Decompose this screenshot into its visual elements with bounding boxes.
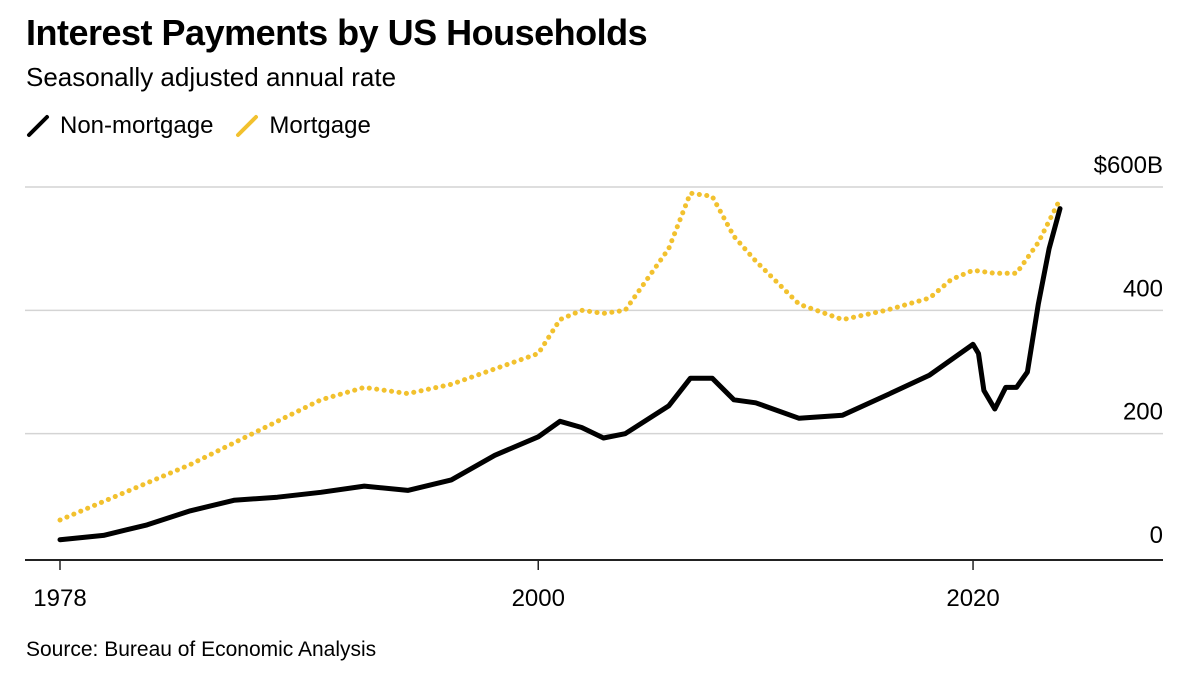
y-tick-labels: $600B 400 200 0 [1094, 152, 1163, 549]
source-note: Source: Bureau of Economic Analysis [26, 638, 377, 661]
legend-label-non-mortgage: Non-mortgage [60, 112, 214, 139]
legend-label-mortgage: Mortgage [269, 112, 371, 139]
legend-swatch-non-mortgage-icon [27, 115, 49, 137]
y-tick-label-0: 0 [1150, 522, 1163, 549]
legend-item-mortgage: Mortgage [235, 112, 371, 140]
x-tick-label-1978: 1978 [33, 585, 86, 612]
x-tick-labels: 1978 2000 2020 [33, 585, 999, 612]
series-line-non-mortgage [57, 206, 1063, 543]
chart-subtitle: Seasonally adjusted annual rate [26, 62, 397, 92]
chart-title: Interest Payments by US Households [26, 12, 648, 53]
x-tick-label-2000: 2000 [512, 585, 565, 612]
series-line-mortgage [57, 190, 1063, 523]
series-lines [57, 190, 1063, 543]
x-tick-label-2020: 2020 [946, 585, 999, 612]
legend: Non-mortgage Mortgage [26, 112, 393, 140]
x-axis [25, 559, 1163, 570]
y-tick-label-600: $600B [1094, 152, 1163, 179]
y-tick-label-400: 400 [1123, 275, 1163, 302]
legend-swatch-mortgage-icon [236, 115, 259, 137]
legend-item-non-mortgage: Non-mortgage [26, 112, 213, 140]
grid-lines [25, 186, 1163, 435]
y-tick-label-200: 200 [1123, 399, 1163, 426]
